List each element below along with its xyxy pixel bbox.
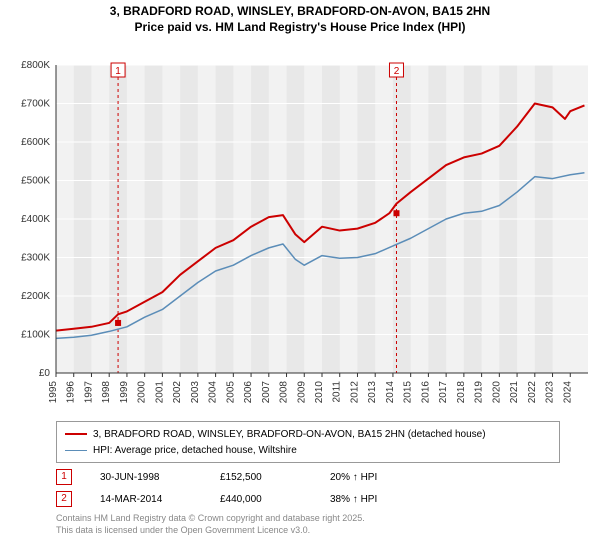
- sale-hpi: 20% ↑ HPI: [330, 472, 560, 483]
- sale-row: 1 30-JUN-1998 £152,500 20% ↑ HPI: [56, 469, 560, 485]
- svg-text:£600K: £600K: [21, 137, 50, 148]
- legend-swatch-hpi: [65, 450, 87, 451]
- credit-line1: Contains HM Land Registry data © Crown c…: [56, 513, 560, 525]
- svg-text:2019: 2019: [474, 381, 485, 404]
- svg-text:2002: 2002: [172, 381, 183, 404]
- sale-date: 30-JUN-1998: [100, 472, 220, 483]
- legend-label: 3, BRADFORD ROAD, WINSLEY, BRADFORD-ON-A…: [93, 429, 486, 440]
- svg-text:£400K: £400K: [21, 214, 50, 225]
- svg-text:2011: 2011: [332, 381, 343, 403]
- sale-price: £152,500: [220, 472, 330, 483]
- svg-text:2008: 2008: [279, 381, 290, 404]
- svg-text:2: 2: [394, 66, 400, 77]
- svg-text:1997: 1997: [83, 381, 94, 404]
- svg-text:2004: 2004: [208, 381, 219, 404]
- title-line1: 3, BRADFORD ROAD, WINSLEY, BRADFORD-ON-A…: [0, 4, 600, 20]
- chart-svg: £0 £100K £200K £300K £400K £500K £600K £700K £80…: [0, 35, 600, 415]
- svg-text:£200K: £200K: [21, 291, 50, 302]
- sale-hpi: 38% ↑ HPI: [330, 494, 560, 505]
- svg-text:£700K: £700K: [21, 99, 50, 110]
- sale-row: 2 14-MAR-2014 £440,000 38% ↑ HPI: [56, 491, 560, 507]
- title-line2: Price paid vs. HM Land Registry's House …: [0, 20, 600, 36]
- svg-text:2022: 2022: [527, 381, 538, 404]
- legend-item: HPI: Average price, detached house, Wilt…: [65, 442, 551, 458]
- svg-text:2000: 2000: [137, 381, 148, 404]
- svg-text:2006: 2006: [243, 381, 254, 404]
- svg-text:£300K: £300K: [21, 253, 50, 264]
- title-block: 3, BRADFORD ROAD, WINSLEY, BRADFORD-ON-A…: [0, 0, 600, 35]
- svg-text:2016: 2016: [420, 381, 431, 404]
- svg-text:2013: 2013: [367, 381, 378, 404]
- svg-text:2024: 2024: [562, 381, 573, 404]
- legend-item: 3, BRADFORD ROAD, WINSLEY, BRADFORD-ON-A…: [65, 426, 551, 442]
- chart-container: 3, BRADFORD ROAD, WINSLEY, BRADFORD-ON-A…: [0, 0, 600, 560]
- svg-text:2001: 2001: [154, 381, 165, 404]
- svg-text:2005: 2005: [225, 381, 236, 404]
- svg-text:£0: £0: [39, 368, 51, 379]
- svg-text:1998: 1998: [101, 381, 112, 404]
- legend-label: HPI: Average price, detached house, Wilt…: [93, 445, 297, 456]
- svg-text:2023: 2023: [545, 381, 556, 404]
- svg-text:1999: 1999: [119, 381, 130, 404]
- svg-text:2014: 2014: [385, 381, 396, 404]
- sale-date: 14-MAR-2014: [100, 494, 220, 505]
- legend-swatch-price: [65, 433, 87, 435]
- credit: Contains HM Land Registry data © Crown c…: [56, 513, 560, 536]
- svg-text:2009: 2009: [296, 381, 307, 404]
- svg-text:2018: 2018: [456, 381, 467, 404]
- svg-text:1995: 1995: [48, 381, 59, 404]
- svg-text:2012: 2012: [349, 381, 360, 404]
- svg-text:2015: 2015: [403, 381, 414, 404]
- svg-text:2010: 2010: [314, 381, 325, 404]
- svg-text:2021: 2021: [509, 381, 520, 404]
- svg-text:£800K: £800K: [21, 60, 50, 71]
- svg-text:2017: 2017: [438, 381, 449, 404]
- svg-text:2007: 2007: [261, 381, 272, 404]
- chart: £0 £100K £200K £300K £400K £500K £600K £700K £80…: [0, 35, 600, 415]
- legend: 3, BRADFORD ROAD, WINSLEY, BRADFORD-ON-A…: [56, 421, 560, 463]
- svg-text:£100K: £100K: [21, 330, 50, 341]
- svg-text:2003: 2003: [190, 381, 201, 404]
- credit-line2: This data is licensed under the Open Gov…: [56, 525, 560, 537]
- sale-price: £440,000: [220, 494, 330, 505]
- svg-text:2020: 2020: [491, 381, 502, 404]
- sale-marker: 2: [56, 491, 72, 507]
- svg-text:£500K: £500K: [21, 176, 50, 187]
- svg-text:1: 1: [115, 66, 121, 77]
- svg-text:1996: 1996: [66, 381, 77, 404]
- sale-marker: 1: [56, 469, 72, 485]
